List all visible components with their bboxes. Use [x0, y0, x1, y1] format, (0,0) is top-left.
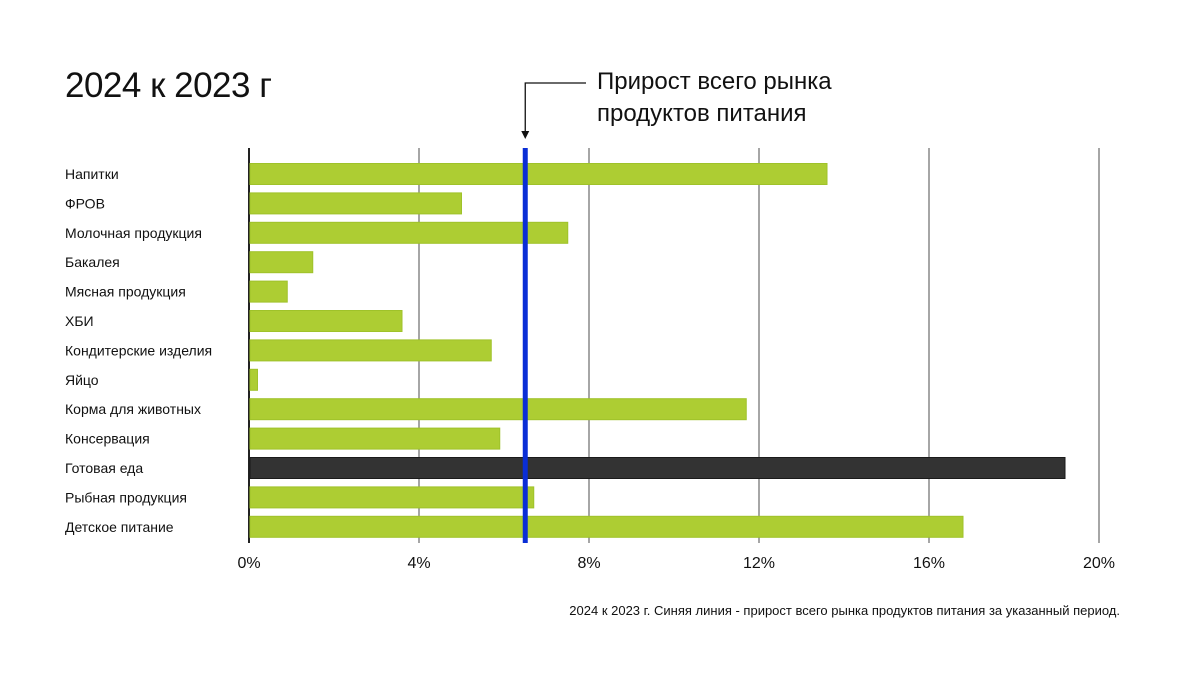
x-tick-label: 16% — [913, 555, 945, 572]
bar — [249, 192, 462, 215]
annotation-pointer — [524, 82, 586, 135]
bar — [249, 457, 1066, 479]
category-label: Детское питание — [65, 519, 174, 535]
bar — [249, 515, 964, 538]
arrow-head-icon — [521, 131, 530, 139]
category-label: ХБИ — [65, 313, 94, 329]
reference-annotation: Прирост всего рынка продуктов питания — [597, 66, 832, 130]
annotation-line-1: Прирост всего рынка — [597, 68, 832, 95]
x-tick-label: 8% — [577, 555, 600, 572]
bar — [249, 163, 828, 185]
chart-title: 2024 к 2023 г — [65, 66, 272, 105]
bar — [249, 486, 535, 509]
category-label: Корма для животных — [65, 401, 201, 417]
bar — [249, 221, 569, 244]
footnote: 2024 к 2023 г. Синяя линия - прирост все… — [569, 603, 1120, 618]
x-tick-label: 20% — [1083, 555, 1115, 572]
category-label: Рыбная продукция — [65, 489, 187, 505]
bar — [249, 427, 501, 450]
category-label: Готовая еда — [65, 460, 143, 476]
bar — [249, 280, 288, 303]
x-tick-label: 4% — [407, 555, 430, 572]
category-label: ФРОВ — [65, 195, 105, 211]
bar — [249, 310, 403, 332]
category-label: Напитки — [65, 166, 119, 182]
category-label: Яйцо — [65, 372, 99, 388]
category-label: Кондитерские изделия — [65, 342, 212, 358]
x-tick-label: 12% — [743, 555, 775, 572]
category-label: Бакалея — [65, 254, 120, 270]
category-label: Консервация — [65, 431, 150, 447]
category-label: Мясная продукция — [65, 284, 186, 300]
bar — [249, 339, 492, 362]
x-tick-label: 0% — [237, 555, 260, 572]
bar — [249, 398, 747, 421]
category-label: Молочная продукция — [65, 225, 202, 241]
bar — [249, 251, 314, 274]
annotation-line-2: продуктов питания — [597, 100, 807, 127]
bar — [249, 368, 258, 391]
